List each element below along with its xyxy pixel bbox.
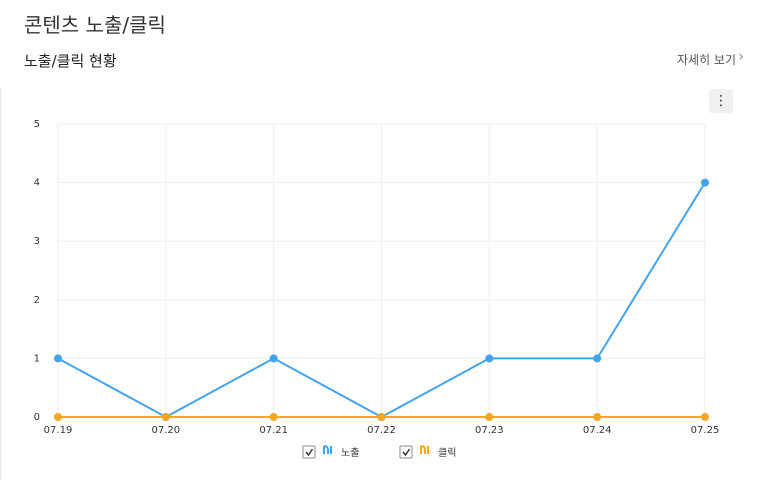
y-tick-label: 0 (34, 412, 40, 423)
y-tick-label: 2 (34, 295, 40, 306)
data-point (377, 413, 386, 421)
data-point (485, 354, 494, 363)
legend-item[interactable]: 노출 (302, 445, 359, 459)
x-tick-label: 07.20 (152, 425, 181, 436)
legend-checkbox (399, 445, 413, 459)
section-title: 노출/클릭 현황 (24, 52, 117, 70)
data-point (593, 354, 602, 363)
legend-icon (420, 445, 429, 454)
check-mark (305, 448, 314, 457)
data-point (269, 413, 278, 421)
legend-icon (323, 445, 332, 454)
data-point (593, 413, 602, 421)
x-tick-label: 07.19 (44, 425, 73, 436)
legend-checkbox (302, 445, 316, 459)
x-tick-label: 07.21 (259, 425, 288, 436)
x-tick-label: 07.24 (583, 425, 612, 436)
data-point (54, 413, 62, 421)
y-tick-label: 5 (34, 119, 40, 130)
y-tick-label: 3 (34, 236, 40, 247)
chevron-icon: › (738, 49, 744, 65)
legend-label: 클릭 (438, 447, 456, 459)
x-tick-label: 07.25 (691, 425, 720, 436)
page-title: 콘텐츠 노출/클릭 (24, 13, 166, 37)
menu-button[interactable]: ⋮ (709, 89, 733, 113)
check-mark (402, 448, 411, 457)
x-tick-label: 07.22 (367, 425, 396, 436)
data-point (485, 413, 494, 421)
legend-label: 노출 (341, 447, 359, 459)
data-point (54, 354, 62, 363)
data-point (701, 178, 709, 187)
y-tick-label: 1 (34, 353, 40, 364)
data-point (161, 413, 170, 421)
x-tick-label: 07.23 (475, 425, 504, 436)
y-tick-label: 4 (34, 178, 40, 189)
data-point (269, 354, 278, 363)
data-point (701, 413, 709, 421)
legend-item[interactable]: 클릭 (399, 445, 456, 459)
detail-link[interactable]: 자세히 보기 (676, 53, 736, 67)
